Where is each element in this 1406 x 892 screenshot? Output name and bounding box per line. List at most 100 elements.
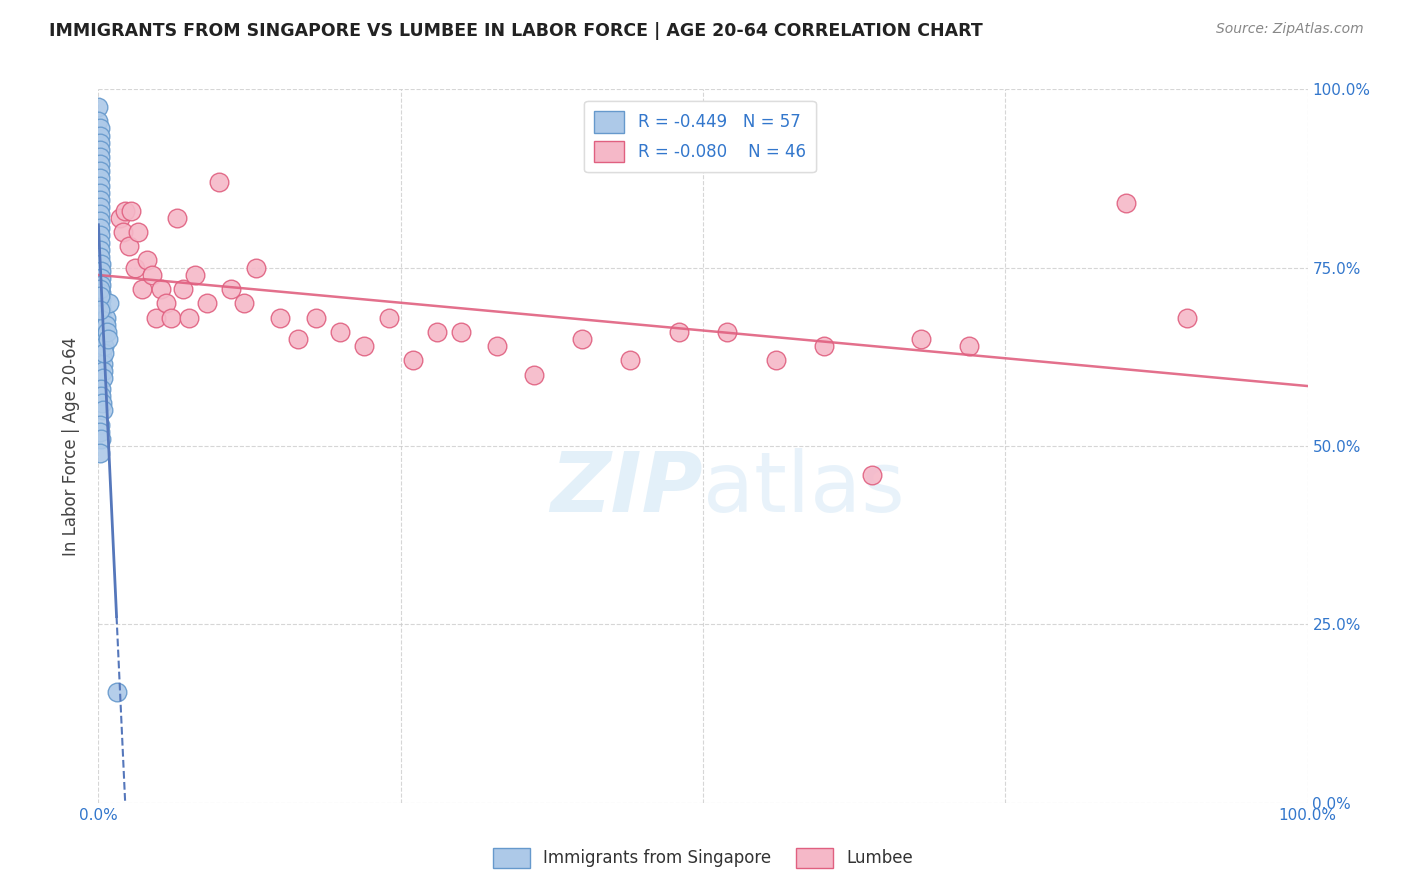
Point bbox=[166, 211, 188, 225]
Point bbox=[910, 332, 932, 346]
Point bbox=[91, 403, 114, 417]
Point bbox=[90, 264, 112, 278]
Point bbox=[90, 285, 112, 300]
Legend: R = -0.449   N = 57, R = -0.080    N = 46: R = -0.449 N = 57, R = -0.080 N = 46 bbox=[585, 101, 815, 172]
Point bbox=[127, 225, 149, 239]
Point bbox=[89, 186, 111, 200]
Point bbox=[91, 343, 114, 357]
Point bbox=[305, 310, 328, 325]
Point bbox=[619, 353, 641, 368]
Point bbox=[141, 268, 163, 282]
Point bbox=[269, 310, 291, 325]
Point bbox=[89, 446, 111, 460]
Legend: Immigrants from Singapore, Lumbee: Immigrants from Singapore, Lumbee bbox=[486, 841, 920, 875]
Point bbox=[245, 260, 267, 275]
Point bbox=[135, 253, 157, 268]
Point bbox=[450, 325, 472, 339]
Point bbox=[179, 310, 201, 325]
Text: IMMIGRANTS FROM SINGAPORE VS LUMBEE IN LABOR FORCE | AGE 20-64 CORRELATION CHART: IMMIGRANTS FROM SINGAPORE VS LUMBEE IN L… bbox=[49, 22, 983, 40]
Point bbox=[124, 260, 146, 275]
Point bbox=[89, 214, 111, 228]
Point bbox=[96, 325, 118, 339]
Point bbox=[523, 368, 546, 382]
Point bbox=[90, 278, 112, 293]
Point bbox=[89, 121, 111, 136]
Point bbox=[87, 100, 110, 114]
Point bbox=[89, 425, 111, 439]
Point bbox=[90, 389, 112, 403]
Point bbox=[91, 357, 114, 371]
Y-axis label: In Labor Force | Age 20-64: In Labor Force | Age 20-64 bbox=[62, 336, 80, 556]
Point bbox=[90, 300, 112, 314]
Point bbox=[89, 282, 111, 296]
Point bbox=[90, 382, 112, 396]
Point bbox=[91, 350, 114, 364]
Point bbox=[172, 282, 194, 296]
Point bbox=[89, 157, 111, 171]
Point bbox=[89, 128, 111, 143]
Point bbox=[89, 303, 111, 318]
Point bbox=[221, 282, 243, 296]
Point bbox=[131, 282, 153, 296]
Point bbox=[105, 685, 128, 699]
Point bbox=[97, 332, 120, 346]
Point bbox=[93, 346, 115, 360]
Point bbox=[90, 257, 112, 271]
Text: atlas: atlas bbox=[703, 449, 904, 529]
Point bbox=[668, 325, 690, 339]
Point bbox=[860, 467, 883, 482]
Point bbox=[90, 293, 112, 307]
Point bbox=[145, 310, 167, 325]
Point bbox=[94, 310, 117, 325]
Point bbox=[1115, 196, 1137, 211]
Point bbox=[89, 243, 111, 257]
Point bbox=[426, 325, 449, 339]
Point bbox=[90, 307, 112, 321]
Point bbox=[184, 268, 207, 282]
Point bbox=[89, 221, 111, 235]
Text: Source: ZipAtlas.com: Source: ZipAtlas.com bbox=[1216, 22, 1364, 37]
Point bbox=[94, 318, 117, 332]
Point bbox=[232, 296, 254, 310]
Point bbox=[87, 114, 110, 128]
Point bbox=[89, 143, 111, 157]
Point bbox=[91, 314, 114, 328]
Point bbox=[89, 136, 111, 150]
Point bbox=[91, 328, 114, 343]
Point bbox=[957, 339, 980, 353]
Point bbox=[765, 353, 787, 368]
Point bbox=[195, 296, 218, 310]
Point bbox=[329, 325, 352, 339]
Point bbox=[89, 193, 111, 207]
Point bbox=[89, 150, 111, 164]
Point bbox=[716, 325, 738, 339]
Point bbox=[89, 171, 111, 186]
Point bbox=[89, 164, 111, 178]
Point bbox=[287, 332, 309, 346]
Point bbox=[89, 200, 111, 214]
Point bbox=[89, 178, 111, 193]
Point bbox=[89, 250, 111, 264]
Point bbox=[160, 310, 183, 325]
Point bbox=[120, 203, 142, 218]
Point bbox=[89, 207, 111, 221]
Point bbox=[91, 371, 114, 385]
Point bbox=[571, 332, 593, 346]
Point bbox=[89, 235, 111, 250]
Point bbox=[208, 175, 231, 189]
Text: ZIP: ZIP bbox=[550, 449, 703, 529]
Point bbox=[111, 225, 134, 239]
Point bbox=[89, 228, 111, 243]
Point bbox=[150, 282, 173, 296]
Point bbox=[91, 335, 114, 350]
Point bbox=[402, 353, 425, 368]
Point bbox=[90, 432, 112, 446]
Point bbox=[114, 203, 136, 218]
Point bbox=[813, 339, 835, 353]
Point bbox=[91, 321, 114, 335]
Point bbox=[353, 339, 375, 353]
Point bbox=[89, 417, 111, 432]
Point bbox=[1175, 310, 1198, 325]
Point bbox=[486, 339, 509, 353]
Point bbox=[98, 296, 121, 310]
